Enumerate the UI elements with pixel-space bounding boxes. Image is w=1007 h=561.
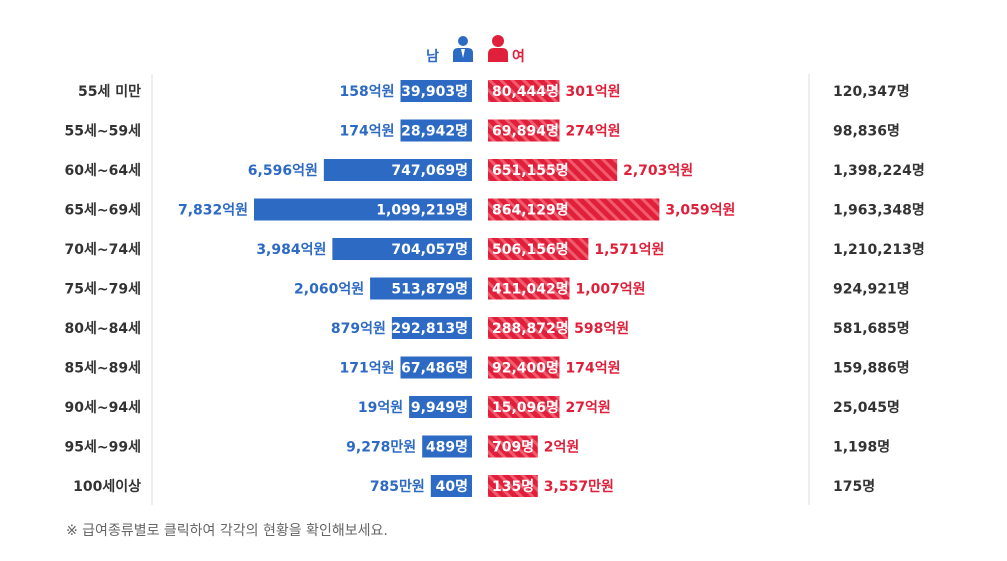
male-amount-label: 785만원 <box>370 479 425 495</box>
male-bar <box>400 119 472 142</box>
age-label: 100세이상 <box>73 478 141 495</box>
legend-male-label: 남 <box>426 48 439 65</box>
female-bar <box>488 475 538 497</box>
female-amount-label: 3,059억원 <box>665 203 735 219</box>
footnote: ※ 급여종류별로 클릭하여 각각의 현황을 확인해보세요. <box>66 523 388 539</box>
male-count-label: 1,099,219명 <box>376 202 468 219</box>
female-amount-label: 274억원 <box>566 124 621 140</box>
age-label: 55세 미만 <box>78 84 141 100</box>
age-gender-chart: 남 여 55세 미만 39,903명 158억원 80,444명 301억원 120,34… <box>65 35 925 505</box>
age-label: 55세~59세 <box>65 124 141 140</box>
male-count-label: 40명 <box>436 478 468 495</box>
male-amount-label: 2,060억원 <box>294 282 364 298</box>
age-label: 95세~99세 <box>65 440 141 456</box>
male-amount-label: 3,984억원 <box>256 242 326 258</box>
male-count-label: 489명 <box>426 439 468 456</box>
total-label: 1,963,348명 <box>833 202 925 219</box>
male-amount-label: 174억원 <box>340 124 395 140</box>
total-label: 175명 <box>833 478 875 495</box>
male-amount-label: 171억원 <box>340 361 395 377</box>
male-bar <box>400 80 472 102</box>
female-bar <box>488 238 589 260</box>
male-bar <box>323 159 472 181</box>
age-label: 60세~64세 <box>65 163 141 179</box>
female-count-label: 80,444명 <box>492 83 559 100</box>
male-bar <box>332 238 472 260</box>
female-count-label: 506,156명 <box>492 241 569 258</box>
female-amount-label: 3,557만원 <box>544 479 614 495</box>
total-label: 98,836명 <box>833 123 900 140</box>
legend: 남 여 <box>426 35 525 65</box>
female-count-label: 651,155명 <box>492 162 569 179</box>
male-person-icon <box>453 36 473 62</box>
male-amount-label: 9,278만원 <box>346 440 416 456</box>
age-label: 75세~79세 <box>65 282 141 298</box>
total-label: 1,198명 <box>833 439 890 456</box>
male-bar <box>254 198 472 221</box>
male-count-label: 292,813명 <box>391 320 468 337</box>
female-amount-label: 1,571억원 <box>594 242 664 258</box>
female-bar <box>488 356 560 379</box>
age-label: 90세~94세 <box>65 400 141 416</box>
female-bar <box>488 435 538 458</box>
male-amount-label: 879억원 <box>331 321 386 337</box>
total-label: 924,921명 <box>833 281 910 298</box>
female-count-label: 709명 <box>492 439 534 456</box>
total-label: 159,886명 <box>833 360 910 377</box>
chart-rows: 55세 미만 39,903명 158억원 80,444명 301억원 120,347명 55… <box>65 80 925 497</box>
male-count-label: 747,069명 <box>391 162 468 179</box>
male-bar <box>430 475 472 497</box>
female-count-label: 15,096명 <box>492 399 559 416</box>
male-bar <box>370 277 472 300</box>
age-label: 70세~74세 <box>65 242 141 258</box>
male-bar <box>422 435 472 458</box>
age-label: 80세~84세 <box>65 321 141 337</box>
male-amount-label: 19억원 <box>358 400 403 416</box>
female-amount-label: 2,703억원 <box>623 163 693 179</box>
female-person-icon <box>488 35 508 62</box>
total-label: 1,210,213명 <box>833 241 925 258</box>
female-bar <box>488 159 618 181</box>
female-count-label: 69,894명 <box>492 123 559 140</box>
female-count-label: 411,042명 <box>492 281 569 298</box>
female-bar <box>488 396 560 418</box>
male-bar <box>391 317 472 339</box>
female-count-label: 864,129명 <box>492 202 569 219</box>
age-label: 85세~89세 <box>65 361 141 377</box>
male-count-label: 704,057명 <box>391 241 468 258</box>
male-bar <box>400 356 472 379</box>
female-amount-label: 598억원 <box>574 321 629 337</box>
female-bar <box>488 80 560 102</box>
female-amount-label: 301억원 <box>566 84 621 100</box>
female-amount-label: 2억원 <box>544 440 580 456</box>
female-count-label: 135명 <box>492 478 534 495</box>
female-amount-label: 174억원 <box>566 361 621 377</box>
male-amount-label: 158억원 <box>340 84 395 100</box>
male-count-label: 67,486명 <box>401 360 468 377</box>
female-count-label: 288,872명 <box>492 320 569 337</box>
legend-female-label: 여 <box>512 48 525 65</box>
total-label: 25,045명 <box>833 399 900 416</box>
male-count-label: 9,949명 <box>411 399 468 416</box>
male-amount-label: 6,596억원 <box>248 163 318 179</box>
male-amount-label: 7,832억원 <box>178 203 248 219</box>
age-label: 65세~69세 <box>65 203 141 219</box>
female-bar <box>488 277 570 300</box>
female-amount-label: 27억원 <box>566 400 611 416</box>
female-amount-label: 1,007억원 <box>576 282 646 298</box>
female-count-label: 92,400명 <box>492 360 559 377</box>
male-count-label: 513,879명 <box>391 281 468 298</box>
female-bar <box>488 198 660 221</box>
male-count-label: 28,942명 <box>401 123 468 140</box>
female-bar <box>488 119 560 142</box>
male-count-label: 39,903명 <box>401 83 468 100</box>
total-label: 120,347명 <box>833 83 910 100</box>
total-label: 1,398,224명 <box>833 162 925 179</box>
total-label: 581,685명 <box>833 320 910 337</box>
female-bar <box>488 317 569 339</box>
male-bar <box>409 396 472 418</box>
